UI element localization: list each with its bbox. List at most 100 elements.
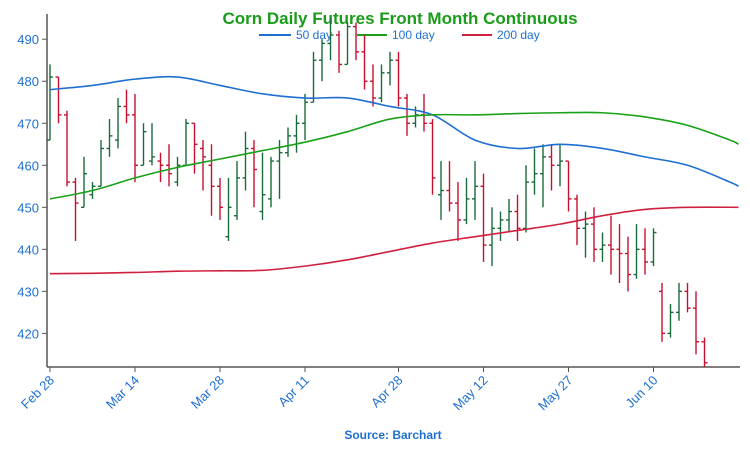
ohlc-bar — [268, 156, 274, 208]
ohlc-bar — [676, 282, 682, 321]
ohlc-bar — [514, 194, 521, 241]
ohlc-bar — [650, 228, 657, 267]
moving-average-lines — [49, 75, 739, 275]
ohlc-bar — [242, 131, 249, 191]
y-tick-label: 470 — [17, 116, 39, 131]
y-tick-label: 490 — [17, 32, 39, 47]
chart-axes: 420 430 440 450 460 470 480 490 Feb 28 Mar 14 Mar … — [17, 14, 740, 413]
ohlc-bar — [132, 93, 138, 183]
source-credit: Source: Barchart — [344, 428, 441, 442]
ohlc-bar — [276, 140, 283, 199]
ohlc-bar — [540, 144, 546, 208]
ohlc-bar — [149, 123, 155, 166]
ohlc-bar — [55, 76, 62, 124]
ohlc-bar — [395, 51, 402, 107]
ohlc-bar — [480, 173, 487, 262]
ohlc-bar — [565, 160, 572, 212]
ohlc-bar — [455, 182, 461, 241]
ohlc-bar — [208, 144, 215, 216]
ohlc-bar — [98, 140, 104, 187]
ohlc-bar — [319, 39, 325, 82]
ohlc-bar — [174, 156, 181, 187]
chart-legend: 50 day 100 day 200 day — [259, 28, 540, 42]
ohlc-bar — [200, 140, 206, 191]
legend-label-200-day: 200 day — [497, 28, 540, 42]
ohlc-bar — [361, 35, 368, 90]
ohlc-bar — [370, 64, 376, 107]
x-tick-label: Apr 28 — [368, 373, 406, 411]
ohlc-bar — [251, 140, 257, 208]
ohlc-bar — [548, 144, 555, 191]
legend-label-50-day: 50 day — [296, 28, 332, 42]
ma-line-ma200 — [49, 206, 739, 275]
y-tick-label: 460 — [17, 158, 39, 173]
ohlc-bar — [404, 93, 410, 136]
ohlc-bar — [47, 64, 53, 141]
ohlc-bars — [47, 18, 708, 367]
ohlc-bar — [327, 18, 334, 61]
ohlc-bar — [157, 152, 164, 183]
ohlc-bar — [667, 303, 674, 338]
ohlc-bar — [64, 110, 70, 187]
ohlc-bar — [463, 177, 470, 225]
x-tick-label: Mar 28 — [188, 373, 227, 412]
x-tick-label: Mar 14 — [103, 373, 142, 412]
ohlc-bar — [378, 64, 385, 103]
ohlc-bar — [489, 207, 495, 267]
ohlc-bar — [472, 161, 478, 220]
y-tick-label: 440 — [17, 242, 39, 257]
ohlc-bar — [701, 337, 708, 367]
ohlc-bar — [302, 93, 308, 141]
x-tick-label: Jun 10 — [622, 373, 660, 411]
ohlc-bar — [684, 282, 691, 313]
x-tick-label: May 27 — [535, 373, 576, 414]
ohlc-bar — [659, 282, 665, 342]
y-tick-label: 430 — [17, 284, 39, 299]
ohlc-bar — [616, 224, 623, 283]
ohlc-bar — [344, 22, 351, 66]
ma-line-ma100 — [49, 111, 739, 200]
ohlc-bar — [81, 156, 87, 209]
y-tick-label: 420 — [17, 326, 39, 341]
ohlc-bar — [591, 207, 597, 262]
ohlc-bar — [191, 122, 198, 174]
ohlc-bar — [608, 215, 614, 275]
ma-line-ma50 — [49, 75, 739, 188]
ohlc-bar — [106, 119, 113, 157]
ohlc-bar — [497, 211, 504, 241]
ohlc-bar — [642, 228, 648, 275]
ohlc-bar — [438, 161, 444, 220]
y-tick-label: 480 — [17, 74, 39, 89]
ohlc-bar — [115, 98, 121, 149]
ohlc-bar — [574, 194, 580, 246]
ohlc-bar — [217, 177, 223, 220]
ohlc-bar — [693, 291, 699, 355]
ohlc-bar — [166, 144, 172, 187]
x-tick-label: Apr 11 — [275, 373, 312, 410]
ohlc-bar — [259, 152, 266, 220]
ohlc-bar — [123, 89, 130, 124]
x-tick-label: Feb 28 — [18, 373, 57, 412]
chart-title: Corn Daily Futures Front Month Continuou… — [222, 9, 577, 28]
ohlc-bar — [387, 51, 393, 86]
ohlc-bar — [557, 144, 563, 187]
ohlc-bar — [523, 165, 529, 233]
ohlc-bar — [72, 177, 79, 241]
ohlc-bar — [633, 224, 640, 279]
ohlc-bar — [336, 30, 342, 73]
ohlc-bar — [310, 51, 317, 103]
legend-label-100-day: 100 day — [392, 28, 435, 42]
ohlc-bar — [183, 119, 189, 166]
ohlc-bar — [293, 114, 300, 153]
ohlc-bar — [531, 148, 538, 195]
ohlc-bar — [140, 123, 147, 166]
ohlc-bar — [599, 232, 606, 262]
ohlc-bar — [234, 161, 240, 220]
ohlc-bar — [225, 177, 232, 241]
ohlc-bar — [429, 119, 436, 195]
ohlc-bar — [285, 127, 291, 157]
ohlc-bar — [625, 236, 631, 292]
y-tick-label: 450 — [17, 200, 39, 215]
ohlc-bar — [446, 161, 453, 212]
